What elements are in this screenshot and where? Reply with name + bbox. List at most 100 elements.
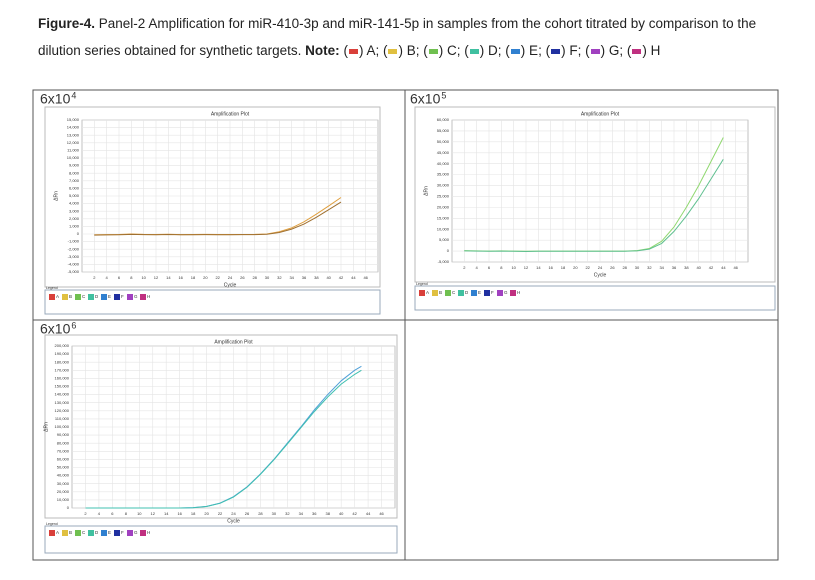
note-letter: F	[569, 43, 578, 58]
legend-swatch	[101, 294, 107, 300]
x-tick-label: 36	[672, 265, 677, 270]
y-tick-label: 100,000	[55, 424, 70, 429]
y-tick-label: 55,000	[437, 128, 450, 133]
legend-label: H	[147, 530, 150, 535]
plot-box	[44, 106, 381, 288]
y-tick-label: 14,000	[67, 125, 80, 130]
x-tick-label: 28	[252, 275, 257, 280]
note-letter: G	[608, 43, 620, 58]
legend-label: G	[134, 294, 138, 299]
note-items: () A; () B; () C; () D; () E; () F; () G…	[343, 43, 660, 58]
note-item: () D;	[464, 43, 506, 58]
legend-label: D	[95, 530, 99, 535]
x-axis-label: Cycle	[227, 518, 240, 524]
note-item: () E;	[505, 43, 546, 58]
x-tick-label: 16	[178, 275, 183, 280]
curve	[85, 369, 362, 509]
x-tick-label: 12	[151, 511, 156, 516]
y-tick-label: 40,000	[57, 473, 70, 478]
x-tick-label: 6	[111, 511, 114, 516]
y-tick-label: 60,000	[57, 456, 70, 461]
x-tick-label: 30	[265, 275, 270, 280]
legend-label: E	[478, 290, 481, 295]
x-tick-label: 32	[277, 275, 282, 280]
x-tick-label: 12	[524, 265, 529, 270]
legend-label: B	[439, 290, 442, 295]
legend-label: D	[465, 290, 469, 295]
plot-box	[414, 106, 776, 283]
x-tick-label: 44	[351, 275, 356, 280]
x-tick-label: 18	[561, 265, 566, 270]
x-tick-label: 18	[191, 275, 196, 280]
legend-label: B	[69, 530, 72, 535]
x-tick-label: 28	[258, 511, 263, 516]
x-tick-label: 26	[240, 275, 245, 280]
y-tick-label: -3,000	[68, 254, 80, 259]
legend-label: A	[426, 290, 429, 295]
y-tick-label: 3,000	[69, 208, 80, 213]
y-tick-label: 9,000	[69, 163, 80, 168]
legend-swatch	[458, 290, 464, 296]
legend-swatch	[140, 530, 146, 536]
plot-box	[44, 334, 398, 519]
y-tick-label: 130,000	[55, 400, 70, 405]
x-tick-label: 44	[721, 265, 726, 270]
y-tick-label: 4,000	[69, 201, 80, 206]
y-tick-label: 1,000	[69, 223, 80, 228]
legend-title: Legend	[46, 286, 58, 290]
legend-box	[44, 289, 381, 315]
legend-swatch	[88, 530, 94, 536]
legend-label: H	[147, 294, 150, 299]
x-tick-label: 40	[696, 265, 701, 270]
note-swatch	[469, 48, 479, 54]
chart-title: Amplification Plot	[581, 111, 620, 117]
note-item: () G;	[585, 43, 627, 58]
panel-exponent: 4	[71, 90, 76, 100]
note-letter: A	[366, 43, 376, 58]
note-swatch	[551, 48, 561, 54]
x-axis-label: Cycle	[594, 272, 607, 278]
legend-swatch	[49, 294, 55, 300]
legend-swatch	[62, 530, 68, 536]
legend-swatch	[432, 290, 438, 296]
figure-label: Figure-4.	[38, 16, 96, 31]
x-tick-label: 4	[476, 265, 479, 270]
x-tick-label: 42	[709, 265, 714, 270]
caption-text: Panel-2 Amplification for miR-410-3p and…	[38, 16, 757, 58]
x-tick-label: 6	[488, 265, 491, 270]
x-tick-label: 24	[231, 511, 236, 516]
note-item: () H	[626, 43, 661, 58]
y-tick-label: 60,000	[437, 117, 450, 122]
legend-label: B	[69, 294, 72, 299]
x-tick-label: 22	[218, 511, 223, 516]
x-tick-label: 10	[137, 511, 142, 516]
y-tick-label: 200,000	[55, 343, 70, 348]
y-tick-label: 10,000	[57, 497, 70, 502]
x-tick-label: 2	[93, 275, 96, 280]
y-tick-label: 20,000	[57, 489, 70, 494]
legend-label: A	[56, 294, 59, 299]
y-tick-label: 12,000	[67, 140, 80, 145]
y-tick-label: -4,000	[68, 261, 80, 266]
caption: Figure-4. Panel-2 Amplification for miR-…	[38, 10, 798, 64]
y-tick-label: 180,000	[55, 359, 70, 364]
legend-label: A	[56, 530, 59, 535]
y-tick-label: 25,000	[437, 194, 450, 199]
y-tick-label: 10,000	[437, 226, 450, 231]
x-tick-label: 46	[733, 265, 738, 270]
note-item: () A;	[343, 43, 383, 58]
x-tick-label: 22	[215, 275, 220, 280]
panel-label: 6x10	[40, 321, 71, 337]
x-axis-label: Cycle	[224, 282, 237, 288]
y-tick-label: 120,000	[55, 408, 70, 413]
x-tick-label: 20	[204, 511, 209, 516]
curve	[94, 201, 342, 236]
x-tick-label: 36	[312, 511, 317, 516]
y-tick-label: -2,000	[68, 246, 80, 251]
y-tick-label: 110,000	[55, 416, 70, 421]
x-tick-label: 46	[379, 511, 384, 516]
x-tick-label: 26	[610, 265, 615, 270]
y-tick-label: 170,000	[55, 367, 70, 372]
